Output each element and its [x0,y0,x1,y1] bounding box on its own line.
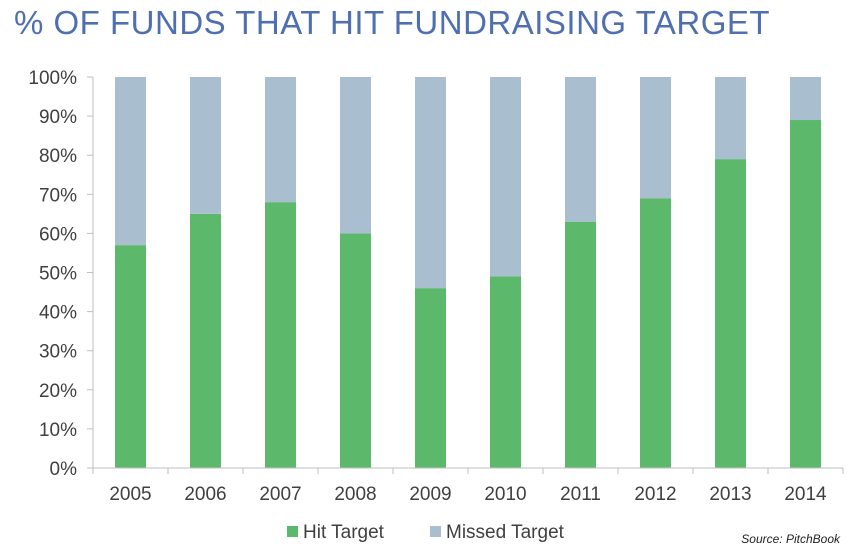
y-tick-label-80pct: 80% [39,146,77,167]
bar-missed-2014 [790,77,821,121]
y-tick-label-40pct: 40% [39,303,77,324]
bar-missed-2006 [190,77,221,214]
x-tick-label-2014: 2014 [784,484,827,505]
bar-missed-2010 [490,77,521,277]
y-tick-label-20pct: 20% [39,381,77,402]
x-tick-label-2006: 2006 [184,484,226,505]
plot-area [115,77,821,469]
x-tick-label-2012: 2012 [634,484,676,505]
legend-label-hit: Hit Target [303,522,385,543]
x-tick-label-2013: 2013 [709,484,751,505]
y-tick-label-90pct: 90% [39,107,77,128]
bar-missed-2011 [565,77,596,222]
bar-missed-2005 [115,77,146,246]
bar-hit-2010 [490,276,521,468]
bar-hit-2012 [640,198,671,468]
bar-hit-2008 [340,233,371,468]
bar-hit-2009 [415,288,446,468]
bar-hit-2011 [565,221,596,468]
legend: Hit Target Missed Target [287,522,565,543]
x-tick-label-2007: 2007 [259,484,301,505]
bar-hit-2006 [190,213,221,468]
y-tick-label-10pct: 10% [39,420,77,441]
bar-hit-2014 [790,120,821,468]
x-tick-label-2011: 2011 [560,484,601,505]
y-tick-label-70pct: 70% [39,185,77,206]
bar-missed-2008 [340,77,371,234]
bar-hit-2005 [115,245,146,468]
chart-title: % OF FUNDS THAT HIT FUNDRAISING TARGET [14,4,771,41]
x-tick-label-2010: 2010 [484,484,526,505]
bar-missed-2007 [265,77,296,203]
x-tick-label-2008: 2008 [334,484,376,505]
bar-hit-2013 [715,159,746,469]
source-note: Source: PitchBook [741,532,841,546]
axes: 2005 2006 2007 2008 2009 2010 2011 2012 2013 2014… [28,68,844,505]
y-tick-label-0pct: 0% [50,459,78,480]
y-tick-label-100pct: 100% [28,68,77,89]
legend-label-missed: Missed Target [446,522,565,543]
bar-missed-2009 [415,77,446,289]
legend-swatch-missed [430,526,441,537]
bar-missed-2012 [640,77,671,199]
y-tick-label-60pct: 60% [39,224,77,245]
y-tick-label-50pct: 50% [39,264,77,285]
bar-hit-2007 [265,202,296,468]
legend-swatch-hit [287,526,298,537]
x-tick-label-2005: 2005 [109,484,151,505]
x-tick-label-2009: 2009 [409,484,451,505]
y-tick-label-30pct: 30% [39,342,77,363]
bar-missed-2013 [715,77,746,160]
